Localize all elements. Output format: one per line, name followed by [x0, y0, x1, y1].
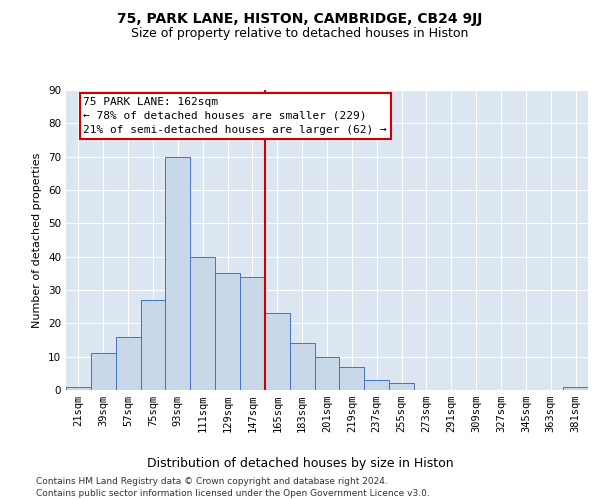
Bar	[190, 256, 215, 390]
Bar	[265, 314, 290, 390]
Bar	[389, 384, 414, 390]
Text: Contains public sector information licensed under the Open Government Licence v3: Contains public sector information licen…	[36, 489, 430, 498]
Text: 75 PARK LANE: 162sqm
← 78% of detached houses are smaller (229)
21% of semi-deta: 75 PARK LANE: 162sqm ← 78% of detached h…	[83, 96, 387, 134]
Bar	[340, 366, 364, 390]
Bar	[140, 300, 166, 390]
Bar	[66, 386, 91, 390]
Bar	[215, 274, 240, 390]
Y-axis label: Number of detached properties: Number of detached properties	[32, 152, 43, 328]
Bar	[116, 336, 140, 390]
Text: 75, PARK LANE, HISTON, CAMBRIDGE, CB24 9JJ: 75, PARK LANE, HISTON, CAMBRIDGE, CB24 9…	[118, 12, 482, 26]
Bar	[563, 386, 588, 390]
Text: Contains HM Land Registry data © Crown copyright and database right 2024.: Contains HM Land Registry data © Crown c…	[36, 478, 388, 486]
Text: Size of property relative to detached houses in Histon: Size of property relative to detached ho…	[131, 28, 469, 40]
Bar	[314, 356, 340, 390]
Bar	[240, 276, 265, 390]
Bar	[91, 354, 116, 390]
Text: Distribution of detached houses by size in Histon: Distribution of detached houses by size …	[146, 458, 454, 470]
Bar	[290, 344, 314, 390]
Bar	[166, 156, 190, 390]
Bar	[364, 380, 389, 390]
